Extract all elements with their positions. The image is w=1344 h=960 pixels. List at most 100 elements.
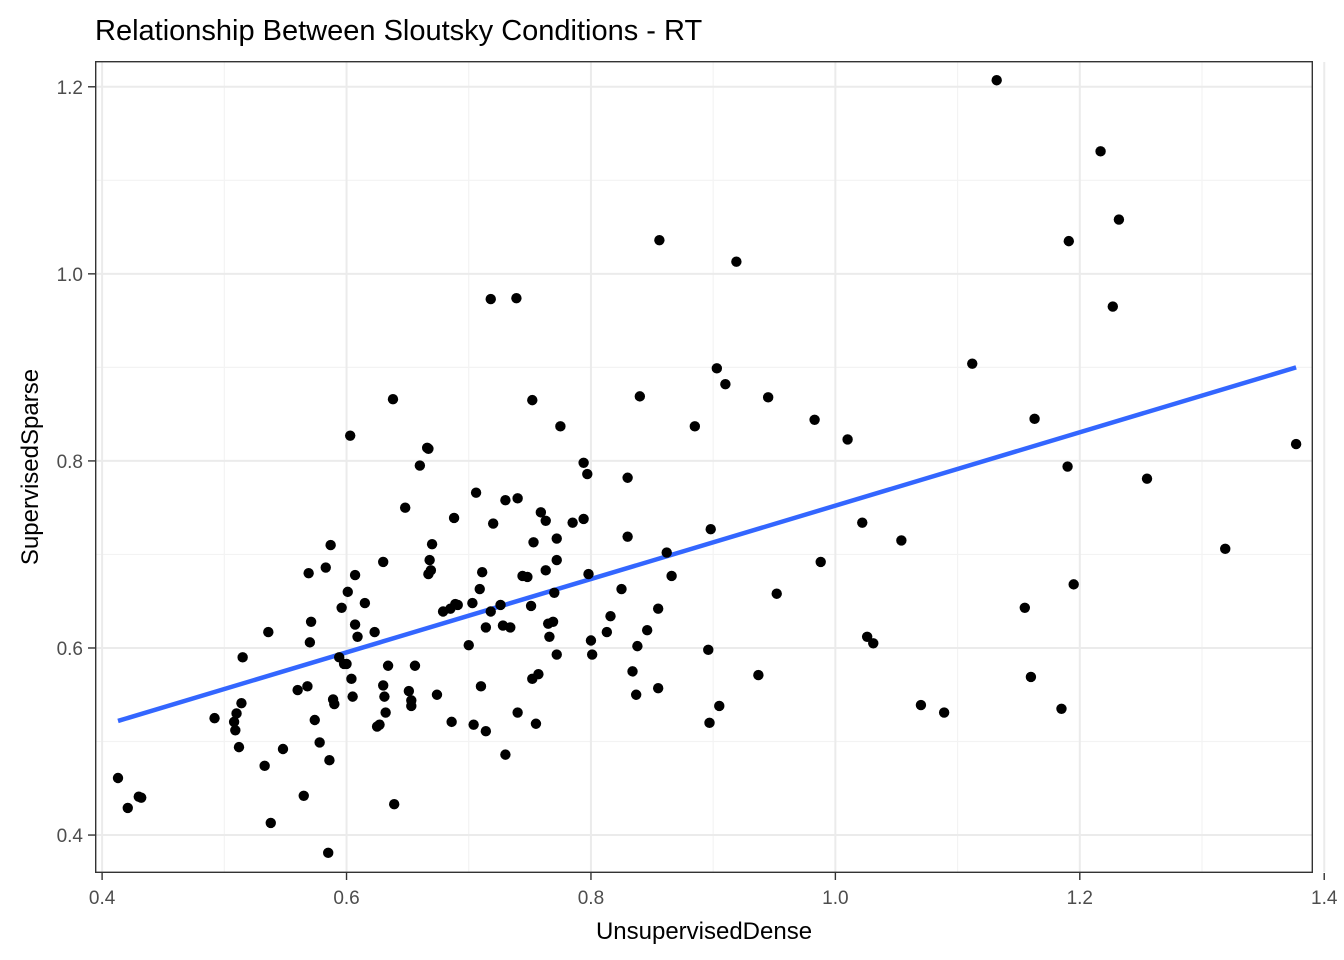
data-point <box>230 725 241 736</box>
data-point <box>540 565 551 576</box>
data-point <box>476 567 488 578</box>
data-point <box>359 597 371 609</box>
data-point <box>1107 301 1118 312</box>
data-point <box>347 691 358 702</box>
data-point <box>341 658 352 670</box>
data-point <box>237 652 248 663</box>
data-point <box>915 699 927 711</box>
data-point <box>480 622 492 633</box>
data-point <box>263 626 274 638</box>
data-point <box>1290 438 1302 450</box>
data-point <box>528 537 539 548</box>
data-point <box>868 638 879 649</box>
data-point <box>259 760 270 772</box>
data-point <box>403 685 415 697</box>
data-point <box>896 535 907 546</box>
data-point <box>578 513 589 525</box>
y-tick-label: 0.8 <box>57 452 83 473</box>
data-point <box>136 792 147 803</box>
data-point <box>632 640 643 652</box>
data-point <box>622 472 633 483</box>
data-point <box>703 644 714 656</box>
fit-line <box>117 365 1297 724</box>
data-point <box>1095 146 1106 157</box>
data-point <box>485 606 496 617</box>
data-point <box>452 599 463 611</box>
data-point <box>586 649 598 660</box>
data-point <box>414 460 426 471</box>
data-point <box>1056 703 1067 714</box>
data-point <box>578 457 589 468</box>
data-point <box>122 802 133 814</box>
data-point <box>505 622 516 633</box>
data-point <box>533 668 544 680</box>
y-tick-label: 0.6 <box>57 639 83 660</box>
data-point <box>463 639 474 651</box>
y-tick-label: 0.4 <box>57 826 84 847</box>
data-point <box>527 394 538 406</box>
data-point <box>549 587 560 599</box>
data-point <box>323 847 334 859</box>
data-point <box>298 790 309 801</box>
data-point <box>567 517 578 528</box>
data-point <box>1029 413 1040 425</box>
data-point <box>689 421 701 432</box>
data-point <box>369 626 380 638</box>
data-point <box>388 798 400 810</box>
data-point <box>487 518 499 529</box>
data-point <box>277 743 289 755</box>
data-point <box>500 749 511 760</box>
fit-line-layer <box>117 365 1297 724</box>
data-point <box>622 531 633 542</box>
data-point <box>720 379 731 390</box>
x-tick-label: 0.8 <box>578 888 604 909</box>
data-point <box>329 698 340 710</box>
data-point <box>302 681 313 692</box>
data-point <box>1141 473 1153 484</box>
data-point <box>535 507 547 518</box>
data-point <box>374 719 385 730</box>
data-point <box>585 635 597 646</box>
data-point <box>468 719 479 730</box>
data-point <box>112 772 124 784</box>
data-point <box>426 538 438 550</box>
data-point <box>551 649 562 660</box>
data-point <box>304 637 316 648</box>
data-point <box>382 660 394 671</box>
data-point <box>1068 579 1079 590</box>
axis-ticks: 0.4 0.6 0.8 1.0 1.2 1.4 0.4 0.6 0.8 1.0 1.2 <box>57 78 1338 909</box>
data-point <box>324 755 335 766</box>
data-point <box>601 626 613 638</box>
data-point <box>512 493 523 504</box>
data-point <box>652 683 664 694</box>
data-point <box>377 680 389 691</box>
data-point <box>228 716 240 728</box>
data-point <box>654 234 665 246</box>
data-point <box>511 292 522 304</box>
data-point <box>540 515 551 526</box>
data-point <box>303 567 314 579</box>
data-point <box>233 741 245 753</box>
data-point <box>500 495 511 506</box>
data-point <box>424 554 435 566</box>
data-point <box>762 392 774 403</box>
data-point <box>771 588 782 599</box>
data-point <box>292 684 303 696</box>
data-point <box>336 602 347 613</box>
data-point <box>305 616 317 627</box>
data-point <box>1220 543 1231 555</box>
data-point <box>555 421 566 432</box>
data-point <box>711 363 723 374</box>
data-point <box>551 533 562 544</box>
data-point <box>551 554 562 566</box>
data-point <box>475 681 487 692</box>
data-point <box>448 512 460 524</box>
data-point <box>815 556 826 568</box>
x-tick-label: 1.2 <box>1067 888 1093 909</box>
data-point <box>731 256 742 267</box>
data-point <box>423 443 434 454</box>
data-point <box>634 391 646 402</box>
data-point <box>641 625 653 636</box>
data-point <box>842 434 853 445</box>
